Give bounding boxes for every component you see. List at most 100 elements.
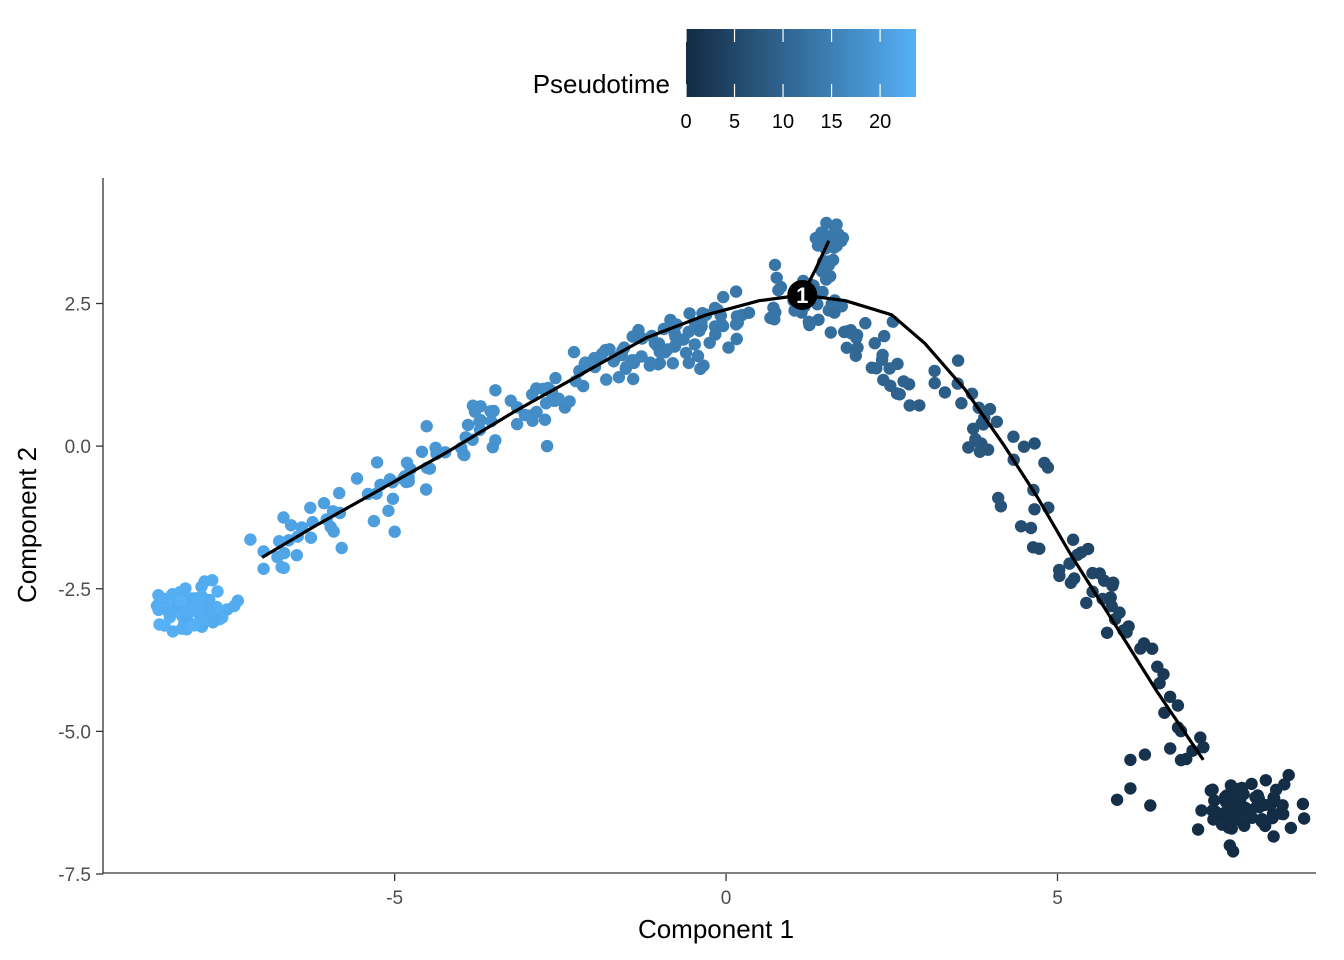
cell-point <box>420 420 433 433</box>
cell-point <box>990 415 1003 428</box>
cell-point <box>1146 642 1159 655</box>
cell-point <box>530 405 543 419</box>
cell-point <box>620 360 633 374</box>
cell-point <box>1053 569 1066 583</box>
cell-point <box>1075 546 1088 559</box>
cell-point <box>1017 440 1031 453</box>
cell-point <box>1255 813 1269 826</box>
cell-point <box>204 605 217 618</box>
cell-point <box>774 280 788 294</box>
cell-point <box>635 350 648 363</box>
cell-point <box>938 386 952 399</box>
branch-point-marker <box>787 279 818 310</box>
cell-point <box>652 337 666 350</box>
x-axis-title: Component 1 <box>638 914 794 944</box>
cell-point <box>850 331 863 345</box>
cell-point <box>1282 768 1295 782</box>
cell-point <box>653 357 666 370</box>
cell-point <box>419 483 433 496</box>
cell-point <box>1284 821 1298 835</box>
cell-point <box>1216 808 1230 821</box>
cell-point <box>865 361 878 374</box>
cell-point <box>722 341 735 354</box>
cell-point <box>820 216 833 230</box>
cell-point <box>546 390 559 404</box>
cell-point <box>729 285 743 298</box>
cell-point <box>730 332 743 346</box>
cell-point <box>1208 794 1221 807</box>
x-ticks: -5 0 5 <box>386 874 1063 909</box>
cell-point <box>828 306 841 319</box>
cell-point <box>643 359 656 372</box>
cell-point <box>1225 790 1239 803</box>
cell-point <box>693 324 706 337</box>
cell-point <box>823 255 836 268</box>
cell-point <box>466 399 480 412</box>
cell-point <box>1197 741 1210 754</box>
cell-point <box>626 330 639 343</box>
cell-point <box>271 550 284 564</box>
x-tick-label: -5 <box>386 888 403 909</box>
legend-colorbar <box>686 29 916 97</box>
cell-point <box>244 533 257 546</box>
cell-point <box>983 402 997 416</box>
cell-point <box>504 394 517 407</box>
cell-point <box>231 594 244 607</box>
cell-point <box>893 388 906 401</box>
cell-point <box>1266 811 1279 825</box>
cell-point <box>193 591 206 604</box>
cell-point <box>284 519 298 532</box>
cell-point <box>1080 596 1093 610</box>
cell-point <box>973 445 987 458</box>
cell-point <box>967 422 980 435</box>
cell-point <box>415 445 429 458</box>
cell-point <box>802 315 815 328</box>
y-tick-label: 2.5 <box>65 295 91 316</box>
legend-title: Pseudotime <box>533 69 670 99</box>
legend-ticks: 0 5 10 15 20 <box>680 29 891 133</box>
cell-point <box>304 501 317 514</box>
cell-point <box>1195 804 1208 817</box>
legend-tick-label: 20 <box>869 111 891 133</box>
cell-point <box>1110 793 1124 806</box>
cell-point <box>709 328 722 341</box>
trajectory: 1 <box>261 240 1205 761</box>
cell-point <box>1124 753 1137 767</box>
cell-point <box>1024 521 1038 535</box>
cell-point <box>612 371 626 384</box>
cell-point <box>187 619 200 632</box>
y-axis: -7.5 -5.0 -2.5 0.0 2.5 <box>58 178 104 886</box>
cell-point <box>876 348 889 362</box>
cell-point <box>567 345 581 359</box>
cell-point <box>1063 557 1076 570</box>
cell-point <box>386 492 400 505</box>
cell-point <box>742 306 756 319</box>
cell-point <box>1171 699 1185 712</box>
cell-point <box>824 270 837 283</box>
cell-point <box>878 329 891 343</box>
cell-point <box>1098 574 1111 587</box>
cell-point <box>691 349 705 363</box>
cell-point <box>221 603 234 616</box>
cell-point <box>1229 805 1243 818</box>
cell-point <box>859 317 872 330</box>
cell-point <box>1038 456 1051 470</box>
y-tick-label: -2.5 <box>58 580 91 601</box>
cell-point <box>1194 731 1207 744</box>
cell-point <box>1222 821 1236 834</box>
cell-point <box>457 448 470 461</box>
cell-point <box>951 354 965 367</box>
cell-point <box>174 594 187 608</box>
cell-point <box>1238 819 1251 832</box>
y-tick-label: -5.0 <box>58 722 91 743</box>
legend-tick-label: 10 <box>772 111 794 133</box>
cell-point <box>510 417 524 431</box>
cell-point <box>257 562 270 575</box>
cell-point <box>1144 799 1157 812</box>
legend-tick-label: 15 <box>820 111 842 133</box>
branch-point-label: 1 <box>796 283 808 308</box>
cell-point <box>382 504 395 517</box>
cell-point <box>1180 752 1193 766</box>
cell-point <box>1276 799 1289 812</box>
cell-point <box>836 231 850 245</box>
